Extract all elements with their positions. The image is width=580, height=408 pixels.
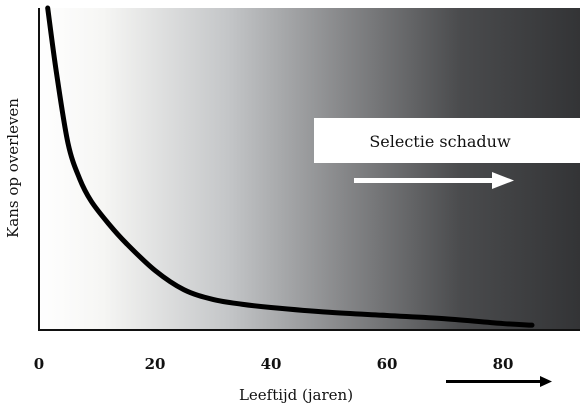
x-tick-label: 60 <box>377 355 398 373</box>
x-direction-arrow <box>446 376 552 387</box>
annotation-box <box>314 118 580 163</box>
x-tick-label: 80 <box>493 355 514 373</box>
x-axis-label: Leeftijd (jaren) <box>239 386 353 404</box>
plot-background <box>38 8 580 330</box>
survival-curve <box>45 5 535 328</box>
annotation-text: Selectie schaduw <box>369 132 511 151</box>
y-axis-label: Kans op overleven <box>4 98 22 238</box>
x-tick-label: 40 <box>261 355 282 373</box>
x-tick-label: 20 <box>145 355 166 373</box>
x-ticks: 0 20 40 60 80 <box>34 355 514 373</box>
x-tick-label: 0 <box>34 355 44 373</box>
selection-shadow-arrow <box>354 172 514 189</box>
